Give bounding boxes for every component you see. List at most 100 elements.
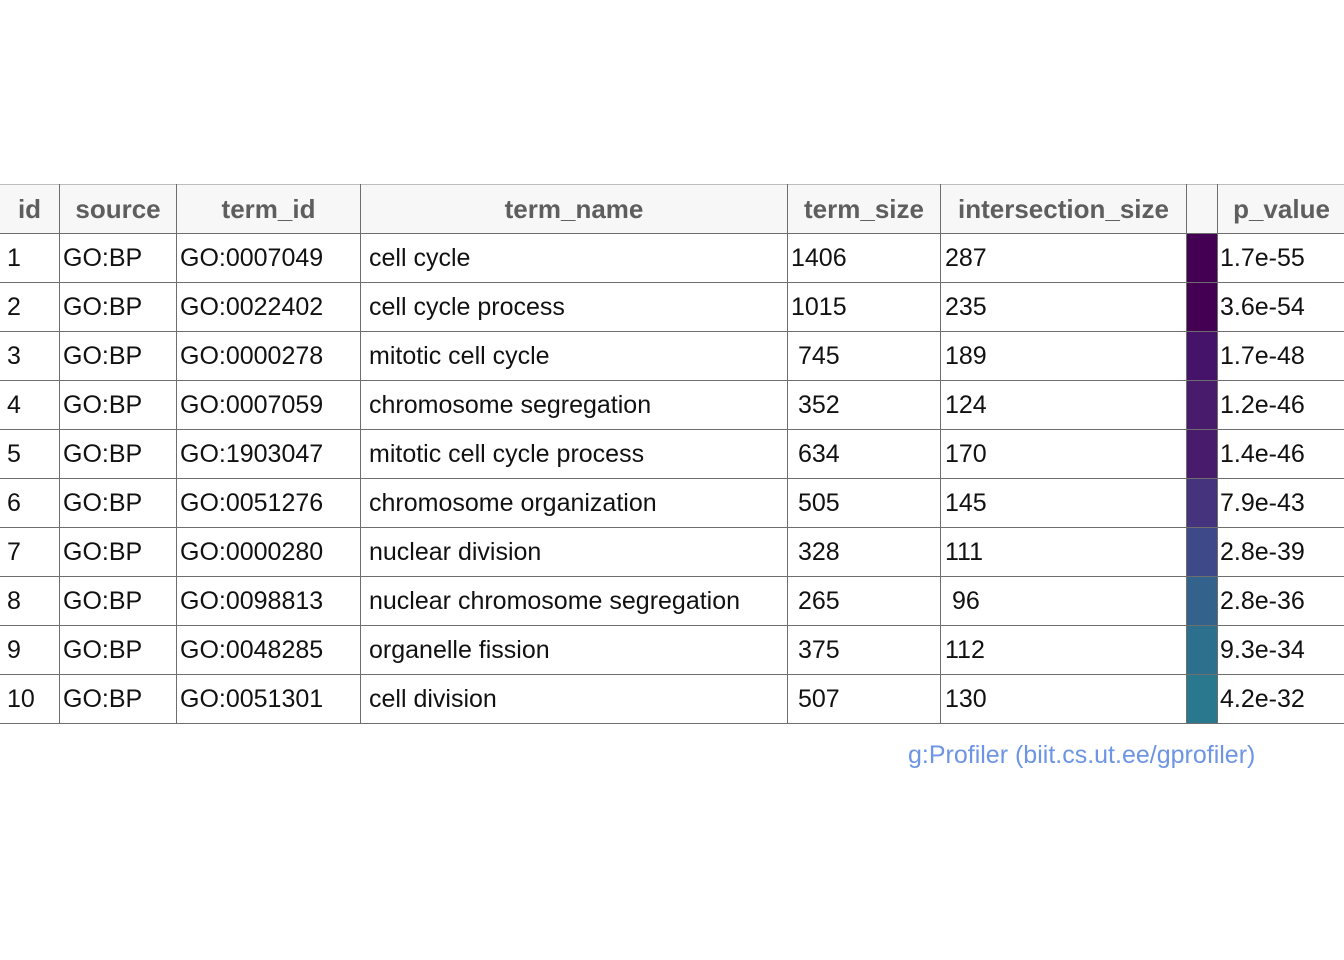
cell-id: 7 [0,527,60,577]
cell-term-size: 507 [787,674,941,724]
cell-intersection-size: 287 [940,233,1187,283]
cell-intersection-size: 124 [940,380,1187,430]
gprofiler-credit: g:Profiler (biit.cs.ut.ee/gprofiler) [908,741,1256,769]
header-term-id: term_id [176,184,361,234]
table-row: 5 GO:BP GO:1903047 mitotic cell cycle proce… [0,429,1344,479]
cell-p-value: 2.8e-39 [1217,527,1344,577]
table-row: 4 GO:BP GO:0007059 chromosome segregation 3… [0,380,1344,430]
table-row: 10 GO:BP GO:0051301 cell division 507 130 4.2… [0,674,1344,724]
cell-p-value: 4.2e-32 [1217,674,1344,724]
p-value-color-swatch [1186,282,1218,332]
cell-intersection-size: 189 [940,331,1187,381]
cell-term-id: GO:0000278 [176,331,361,381]
p-value-color-swatch [1186,576,1218,626]
cell-source: GO:BP [59,380,177,430]
cell-term-id: GO:1903047 [176,429,361,479]
cell-term-name: mitotic cell cycle process [360,429,788,479]
cell-id: 9 [0,625,60,675]
table-row: 1 GO:BP GO:0007049 cell cycle 1406 287 1.7e-55 [0,233,1344,283]
cell-id: 2 [0,282,60,332]
p-value-color-swatch [1186,478,1218,528]
header-source: source [59,184,177,234]
cell-source: GO:BP [59,282,177,332]
cell-intersection-size: 145 [940,478,1187,528]
cell-term-name: cell cycle [360,233,788,283]
header-term-name: term_name [360,184,788,234]
cell-term-size: 375 [787,625,941,675]
table-row: 3 GO:BP GO:0000278 mitotic cell cycle 745 18… [0,331,1344,381]
cell-term-name: nuclear chromosome segregation [360,576,788,626]
cell-intersection-size: 170 [940,429,1187,479]
cell-p-value: 2.8e-36 [1217,576,1344,626]
cell-id: 3 [0,331,60,381]
header-color-swatch [1186,184,1218,234]
cell-term-id: GO:0022402 [176,282,361,332]
cell-term-name: cell division [360,674,788,724]
cell-p-value: 1.4e-46 [1217,429,1344,479]
cell-id: 10 [0,674,60,724]
header-id: id [0,184,60,234]
cell-source: GO:BP [59,527,177,577]
cell-term-id: GO:0007059 [176,380,361,430]
cell-p-value: 9.3e-34 [1217,625,1344,675]
header-p-value: p_value [1217,184,1344,234]
table-row: 6 GO:BP GO:0051276 chromosome organization … [0,478,1344,528]
cell-id: 1 [0,233,60,283]
cell-term-id: GO:0000280 [176,527,361,577]
table-row: 7 GO:BP GO:0000280 nuclear division 328 111 2… [0,527,1344,577]
cell-term-size: 1015 [787,282,941,332]
cell-term-name: mitotic cell cycle [360,331,788,381]
cell-term-size: 634 [787,429,941,479]
cell-term-id: GO:0007049 [176,233,361,283]
cell-term-size: 265 [787,576,941,626]
cell-id: 6 [0,478,60,528]
cell-source: GO:BP [59,576,177,626]
cell-source: GO:BP [59,478,177,528]
cell-term-id: GO:0098813 [176,576,361,626]
cell-p-value: 7.9e-43 [1217,478,1344,528]
cell-source: GO:BP [59,233,177,283]
results-table: id source term_id term_name term_size in… [0,184,1344,724]
table-row: 9 GO:BP GO:0048285 organelle fission 375 112… [0,625,1344,675]
cell-term-name: chromosome organization [360,478,788,528]
table-body: 1 GO:BP GO:0007049 cell cycle 1406 287 1.7e-55… [0,233,1344,724]
cell-term-id: GO:0051301 [176,674,361,724]
header-term-size: term_size [787,184,941,234]
p-value-color-swatch [1186,527,1218,577]
p-value-color-swatch [1186,429,1218,479]
p-value-color-swatch [1186,380,1218,430]
p-value-color-swatch [1186,674,1218,724]
cell-term-size: 505 [787,478,941,528]
cell-intersection-size: 130 [940,674,1187,724]
header-intersection-size: intersection_size [940,184,1187,234]
cell-source: GO:BP [59,674,177,724]
cell-source: GO:BP [59,331,177,381]
p-value-color-swatch [1186,625,1218,675]
cell-p-value: 3.6e-54 [1217,282,1344,332]
cell-term-name: cell cycle process [360,282,788,332]
cell-id: 4 [0,380,60,430]
table-row: 2 GO:BP GO:0022402 cell cycle process 1015 23… [0,282,1344,332]
cell-intersection-size: 235 [940,282,1187,332]
cell-id: 5 [0,429,60,479]
cell-id: 8 [0,576,60,626]
cell-term-name: nuclear division [360,527,788,577]
cell-term-size: 352 [787,380,941,430]
cell-intersection-size: 111 [940,527,1187,577]
cell-term-id: GO:0051276 [176,478,361,528]
cell-source: GO:BP [59,429,177,479]
cell-term-size: 1406 [787,233,941,283]
cell-intersection-size: 96 [940,576,1187,626]
cell-source: GO:BP [59,625,177,675]
cell-term-name: chromosome segregation [360,380,788,430]
header-row: id source term_id term_name term_size in… [0,184,1344,234]
cell-p-value: 1.7e-48 [1217,331,1344,381]
table-row: 8 GO:BP GO:0098813 nuclear chromosome segre… [0,576,1344,626]
cell-term-size: 328 [787,527,941,577]
cell-term-name: organelle fission [360,625,788,675]
cell-p-value: 1.2e-46 [1217,380,1344,430]
p-value-color-swatch [1186,233,1218,283]
cell-p-value: 1.7e-55 [1217,233,1344,283]
p-value-color-swatch [1186,331,1218,381]
cell-intersection-size: 112 [940,625,1187,675]
